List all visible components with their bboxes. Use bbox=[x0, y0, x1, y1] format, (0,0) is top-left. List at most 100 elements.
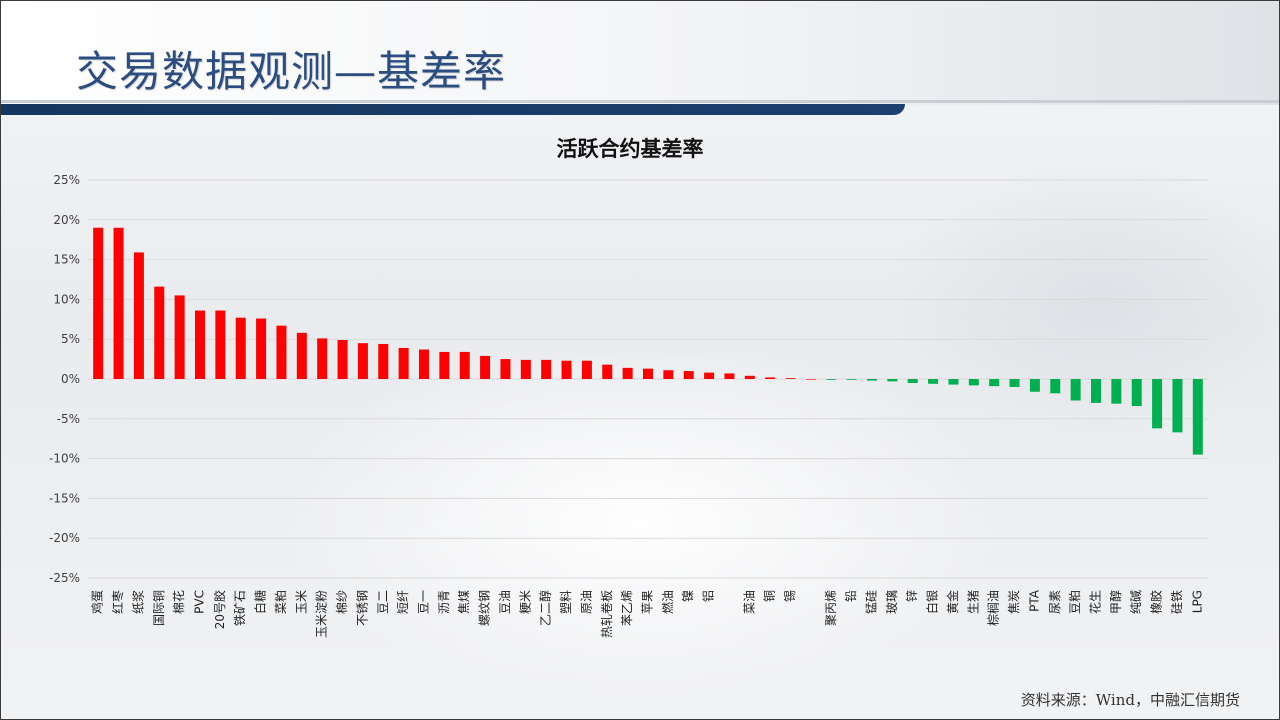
bar bbox=[500, 359, 511, 379]
x-tick-label: 玻璃 bbox=[885, 590, 899, 614]
bar bbox=[581, 360, 592, 379]
x-tick-label: 短纤 bbox=[396, 590, 410, 614]
bar bbox=[419, 349, 429, 379]
x-tick-label: 铜 bbox=[762, 590, 777, 602]
chart-title: 活跃合约基差率 bbox=[557, 136, 704, 161]
bar bbox=[480, 355, 491, 379]
bar bbox=[846, 379, 857, 380]
bar bbox=[215, 310, 226, 379]
x-tick-label: 黄金 bbox=[945, 590, 960, 614]
bar bbox=[561, 360, 572, 379]
bar bbox=[317, 338, 328, 379]
y-tick-label: 0% bbox=[61, 372, 80, 386]
x-tick-label: 鸡蛋 bbox=[90, 590, 105, 614]
x-tick-label: 豆粕 bbox=[1067, 590, 1082, 614]
x-tick-label: 花生 bbox=[1088, 590, 1103, 614]
x-tick-label: 菜油 bbox=[742, 590, 756, 614]
bar bbox=[643, 368, 653, 379]
x-tick-label: 铁矿石 bbox=[233, 590, 247, 626]
x-tick-label: 玉米淀粉 bbox=[315, 590, 329, 638]
bar bbox=[398, 347, 409, 379]
x-tick-label: 聚丙烯 bbox=[824, 590, 838, 626]
bar bbox=[174, 295, 185, 379]
bars bbox=[93, 227, 1203, 455]
x-tick-label: 苹果 bbox=[641, 590, 655, 614]
bar bbox=[744, 375, 755, 379]
bar bbox=[948, 379, 959, 385]
y-tick-label: 15% bbox=[53, 253, 80, 267]
y-tick-label: -25% bbox=[49, 571, 80, 585]
x-tick-label: 纯碱 bbox=[1129, 590, 1143, 614]
header-rule bbox=[0, 104, 905, 115]
bar bbox=[337, 339, 348, 379]
x-tick-label: 棕榈油 bbox=[986, 590, 1001, 626]
x-tick-label: 豆油 bbox=[498, 590, 512, 614]
x-tick-label: 不锈钢 bbox=[355, 590, 369, 626]
x-tick-label: 尿素 bbox=[1048, 590, 1062, 614]
x-tick-label: 铝 bbox=[701, 590, 716, 602]
bar bbox=[133, 252, 144, 379]
bar bbox=[1192, 379, 1203, 455]
bar bbox=[520, 359, 531, 379]
bar bbox=[989, 379, 1000, 387]
bar bbox=[968, 379, 979, 386]
bar bbox=[826, 379, 837, 380]
bar bbox=[1050, 379, 1061, 394]
page-title: 交易数据观测—基差率 bbox=[76, 47, 507, 96]
x-tick-label: PVC bbox=[193, 590, 207, 614]
x-tick-label: 20号胶 bbox=[212, 590, 227, 629]
bar bbox=[113, 227, 124, 379]
y-tick-label: 25% bbox=[53, 173, 80, 187]
bar bbox=[683, 371, 694, 379]
x-tick-label: LPG bbox=[1190, 590, 1204, 613]
bar bbox=[1111, 379, 1122, 404]
header-band bbox=[0, 0, 1280, 105]
x-tick-label: 橡胶 bbox=[1149, 590, 1164, 614]
bar bbox=[459, 351, 470, 379]
header-divider bbox=[0, 100, 1280, 103]
bar bbox=[805, 379, 816, 380]
y-tick-label: 20% bbox=[53, 213, 80, 227]
source-note: 资料来源：Wind，中融汇信期货 bbox=[1020, 691, 1240, 709]
bar bbox=[1172, 379, 1183, 433]
bar bbox=[235, 317, 246, 379]
bar bbox=[663, 370, 674, 379]
bar bbox=[907, 379, 918, 383]
x-tick-label: 白糖 bbox=[253, 590, 268, 614]
bar bbox=[724, 373, 735, 379]
bar bbox=[256, 318, 267, 379]
y-tick-label: 5% bbox=[61, 332, 80, 346]
x-tick-label: 锡 bbox=[782, 590, 797, 602]
bar bbox=[276, 325, 287, 379]
bar bbox=[541, 359, 552, 379]
x-tick-label: 纸浆 bbox=[130, 590, 145, 614]
bar bbox=[195, 310, 205, 379]
y-tick-label: 10% bbox=[53, 292, 80, 306]
x-tick-label: 焦煤 bbox=[457, 590, 471, 614]
x-tick-label: 铅 bbox=[844, 590, 858, 602]
bar bbox=[704, 372, 715, 379]
x-tick-label: 棉花 bbox=[171, 590, 186, 614]
x-tick-label: 螺纹钢 bbox=[478, 590, 492, 626]
x-tick-label: 硅铁 bbox=[1170, 590, 1184, 614]
x-axis-labels: 鸡蛋 红枣 纸浆 国际铜 棉花 PVC 20号胶 铁矿石 白糖 菜粕 玉米 玉米淀粉 棉纱 不锈钢 豆二 短纤… bbox=[90, 589, 1205, 638]
bar bbox=[785, 378, 796, 379]
bar bbox=[296, 332, 307, 379]
x-tick-label: 燃油 bbox=[660, 590, 675, 614]
bar bbox=[154, 286, 165, 379]
bar bbox=[378, 343, 389, 379]
x-tick-label: 粳米 bbox=[518, 590, 532, 614]
x-tick-label: 菜粕 bbox=[273, 590, 288, 614]
x-tick-label: 豆二 bbox=[376, 590, 390, 614]
bar bbox=[867, 379, 877, 381]
grid-lines bbox=[88, 179, 1208, 579]
x-tick-label: 国际铜 bbox=[151, 590, 166, 626]
x-tick-label: 豆一 bbox=[417, 590, 431, 614]
bar bbox=[439, 351, 450, 379]
x-tick-label: 塑料 bbox=[558, 590, 573, 614]
bar bbox=[1029, 379, 1040, 392]
bar bbox=[1070, 379, 1081, 401]
bar bbox=[887, 379, 898, 382]
